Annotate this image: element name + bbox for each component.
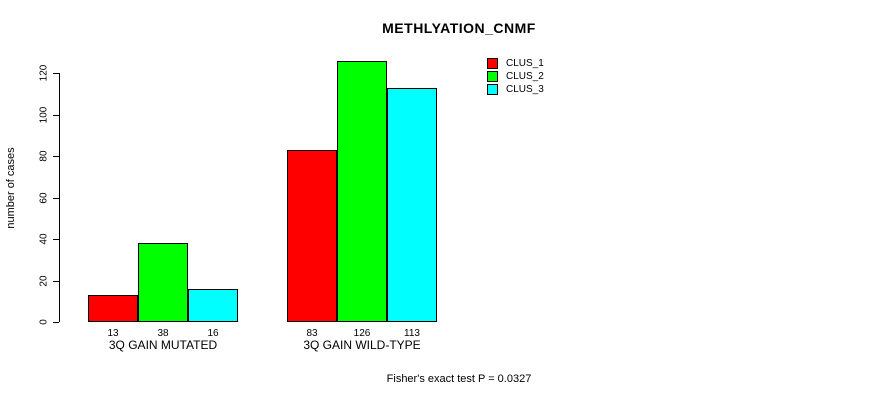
bar-clus_1-0 <box>88 295 138 322</box>
y-tick-label: 120 <box>38 64 50 82</box>
y-tick <box>53 73 59 74</box>
y-tick <box>53 322 59 323</box>
legend-swatch <box>487 58 498 69</box>
y-tick <box>53 239 59 240</box>
category-label: 3Q GAIN MUTATED <box>108 338 218 352</box>
bar-clus_3-0 <box>188 289 238 322</box>
bar-clus_2-0 <box>138 243 188 322</box>
y-axis-line <box>59 73 60 322</box>
bar-value-label: 16 <box>207 328 219 339</box>
bar-clus_3-1 <box>387 88 437 322</box>
y-tick-label: 100 <box>38 106 50 123</box>
y-tick-label: 20 <box>38 274 50 287</box>
bar-clus_1-1 <box>287 150 337 322</box>
bar-value-label: 113 <box>404 328 420 339</box>
y-tick-label: 80 <box>38 150 50 162</box>
y-tick-label: 60 <box>38 191 50 204</box>
legend-item: CLUS_3 <box>487 83 544 96</box>
bar-value-label: 38 <box>157 328 169 339</box>
chart-title: METHLYATION_CNMF <box>382 20 536 36</box>
bar-value-label: 126 <box>353 328 371 339</box>
legend-label: CLUS_2 <box>506 71 544 82</box>
y-tick-label: 0 <box>38 319 50 325</box>
legend-item: CLUS_2 <box>487 70 544 83</box>
y-tick <box>53 280 59 282</box>
legend-label: CLUS_3 <box>506 84 544 95</box>
bar-value-label: 13 <box>107 328 119 339</box>
bar-clus_2-1 <box>337 61 387 322</box>
bar-value-label: 83 <box>306 328 318 339</box>
y-tick <box>53 114 59 116</box>
category-label: 3Q GAIN WILD-TYPE <box>303 338 421 352</box>
y-tick-label: 40 <box>38 233 50 245</box>
legend: CLUS_1 CLUS_2 CLUS_3 <box>487 57 544 96</box>
footnote-fisher-test: Fisher's exact test P = 0.0327 <box>386 373 532 385</box>
y-tick <box>53 197 59 199</box>
legend-swatch <box>487 84 498 95</box>
y-tick <box>53 156 59 157</box>
y-axis-label: number of cases <box>5 147 17 229</box>
legend-label: CLUS_1 <box>506 58 544 69</box>
legend-swatch <box>487 71 498 82</box>
legend-item: CLUS_1 <box>487 57 544 70</box>
